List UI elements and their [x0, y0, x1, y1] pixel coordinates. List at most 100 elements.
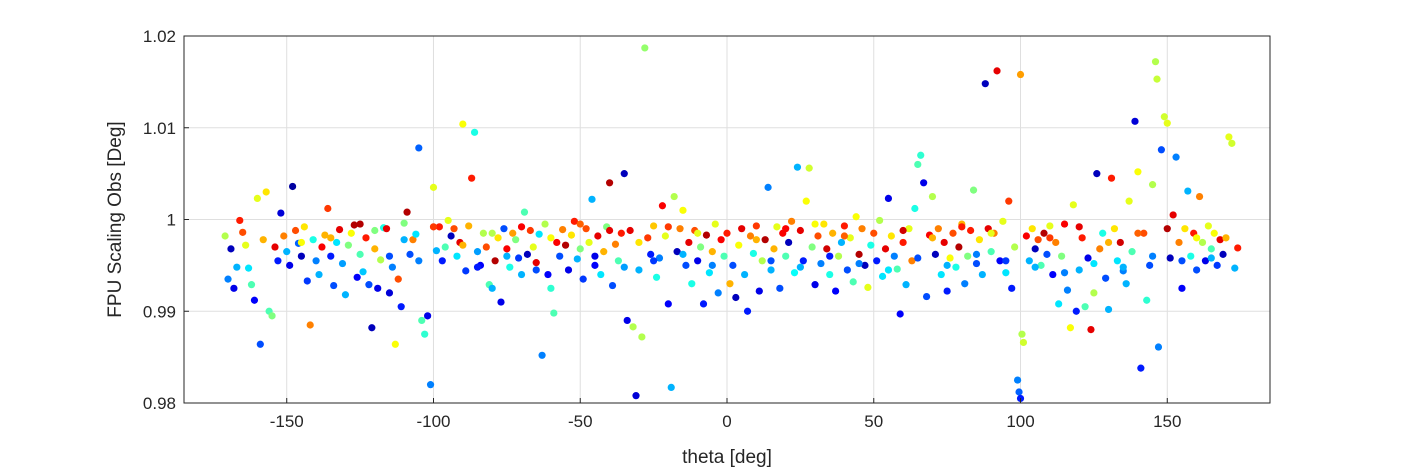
- scatter-point: [1131, 117, 1139, 125]
- scatter-point: [1060, 220, 1069, 228]
- scatter-point: [840, 232, 849, 240]
- scatter-point: [899, 238, 907, 247]
- scatter-point: [726, 280, 734, 288]
- scatter-point: [1116, 238, 1124, 247]
- scatter-point: [808, 243, 816, 251]
- scatter-point: [353, 273, 361, 281]
- scatter-point: [641, 44, 649, 52]
- scatter-point: [685, 238, 693, 247]
- scatter-point: [438, 257, 446, 265]
- scatter-point: [335, 225, 344, 234]
- scatter-point: [814, 232, 822, 240]
- scatter-point: [274, 257, 282, 265]
- scatter-point: [679, 250, 687, 258]
- scatter-point: [826, 252, 834, 260]
- scatter-point: [752, 236, 760, 244]
- scatter-point: [626, 226, 634, 235]
- scatter-point: [849, 278, 857, 286]
- scatter-point: [676, 225, 684, 233]
- scatter-point: [526, 226, 534, 235]
- scatter-point: [1122, 280, 1130, 288]
- scatter-point: [465, 222, 473, 230]
- scatter-point: [1075, 223, 1083, 231]
- scatter-point: [409, 236, 417, 244]
- scatter-point: [385, 289, 394, 297]
- scatter-point: [999, 217, 1007, 225]
- scatter-point: [993, 67, 1001, 75]
- scatter-point: [746, 232, 755, 240]
- scatter-point: [1018, 330, 1026, 338]
- scatter-point: [650, 222, 658, 230]
- scatter-point: [605, 179, 614, 187]
- scatter-point: [1143, 296, 1151, 304]
- scatter-point: [694, 257, 702, 265]
- scatter-point: [547, 234, 555, 242]
- scatter-point: [221, 232, 229, 240]
- scatter-point: [429, 183, 438, 191]
- scatter-point: [1066, 324, 1075, 332]
- scatter-point: [441, 243, 449, 251]
- scatter-point: [1119, 263, 1127, 271]
- scatter-point: [902, 281, 910, 289]
- scatter-point: [764, 183, 772, 191]
- scatter-point: [1090, 259, 1098, 268]
- scatter-point: [884, 266, 893, 274]
- scatter-point: [972, 259, 981, 268]
- scatter-point: [382, 225, 391, 233]
- scatter-point: [870, 229, 878, 237]
- scatter-point: [341, 291, 350, 299]
- scatter-point: [391, 340, 399, 348]
- scatter-point: [303, 277, 311, 285]
- scatter-point: [532, 259, 540, 267]
- scatter-point: [735, 241, 743, 249]
- scatter-point: [664, 300, 672, 308]
- scatter-point: [400, 236, 408, 244]
- scatter-point: [782, 225, 790, 233]
- scatter-point: [1160, 113, 1168, 121]
- scatter-point: [928, 192, 937, 201]
- scatter-point: [1046, 234, 1054, 242]
- scatter-point: [573, 255, 581, 263]
- scatter-point: [1104, 238, 1113, 247]
- scatter-point: [1187, 252, 1195, 260]
- scatter-point: [576, 245, 584, 253]
- scatter-point: [377, 256, 385, 264]
- scatter-point: [896, 310, 904, 318]
- axis-ticks: -150 -100 -50 0 50 100 150 0.98 0.99 1 1.01 1.02: [143, 27, 1182, 431]
- scatter-point: [462, 267, 470, 275]
- scatter-point: [1181, 225, 1189, 233]
- scatter-point: [500, 225, 508, 233]
- scatter-point: [559, 225, 567, 234]
- scatter-point: [1231, 264, 1239, 272]
- scatter-point: [1151, 58, 1160, 66]
- scatter-point: [385, 252, 394, 260]
- scatter-point: [344, 241, 352, 249]
- scatter-point: [711, 220, 719, 228]
- scatter-point: [1096, 245, 1104, 253]
- scatter-point: [1216, 236, 1224, 244]
- scatter-point: [359, 268, 367, 276]
- scatter-point: [415, 144, 423, 152]
- scatter-point: [517, 270, 526, 279]
- scatter-point: [911, 204, 919, 213]
- scatter-point: [723, 229, 731, 237]
- scatter-point: [300, 223, 308, 231]
- scatter-point: [1140, 229, 1148, 237]
- scatter-point: [790, 269, 799, 277]
- scatter-point: [435, 223, 443, 231]
- scatter-point: [1153, 75, 1161, 83]
- scatter-point: [532, 266, 540, 274]
- scatter-point: [867, 241, 875, 249]
- scatter-point: [1031, 263, 1039, 271]
- scatter-point: [1019, 338, 1028, 347]
- scatter-point: [1031, 245, 1039, 253]
- scatter-point: [1225, 133, 1233, 141]
- scatter-point: [820, 220, 828, 228]
- scatter-point: [286, 261, 294, 269]
- scatter-point: [338, 259, 347, 268]
- scatter-point: [509, 229, 517, 237]
- scatter-point: [1058, 252, 1066, 260]
- scatter-point: [470, 128, 479, 136]
- scatter-point: [617, 229, 625, 237]
- scatter-point: [570, 217, 578, 225]
